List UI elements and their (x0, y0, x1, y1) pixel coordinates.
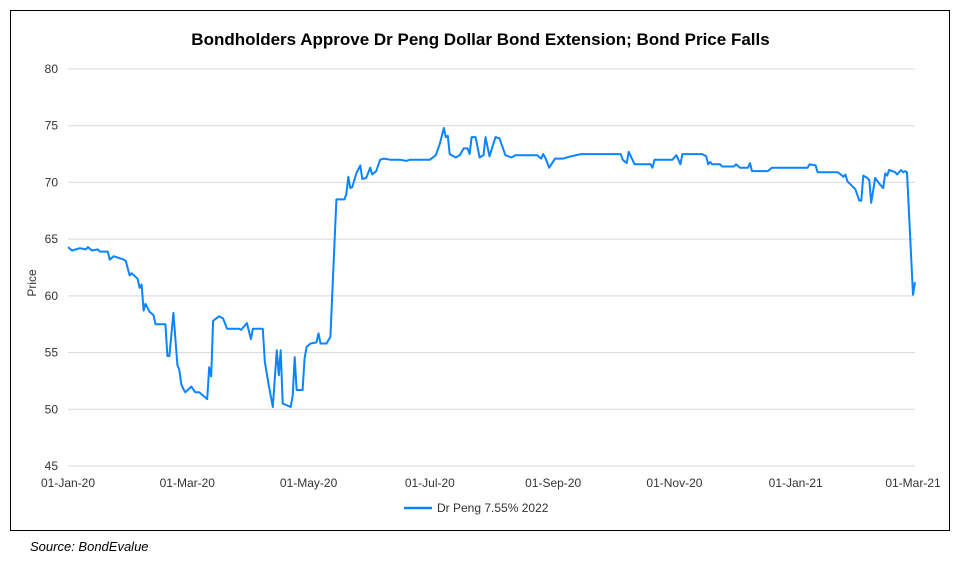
source-note: Source: BondEvalue (30, 539, 149, 554)
chart-frame (10, 10, 950, 531)
y-tick-label: 45 (45, 459, 59, 473)
y-tick-label: 80 (45, 62, 59, 76)
y-tick-label: 70 (45, 175, 59, 189)
y-tick-label: 55 (45, 346, 59, 360)
chart-title: Bondholders Approve Dr Peng Dollar Bond … (191, 30, 770, 49)
y-tick-label: 75 (45, 119, 59, 133)
x-tick-label: 01-Mar-20 (160, 476, 216, 490)
x-tick-label: 01-Sep-20 (525, 476, 581, 490)
y-tick-label: 60 (45, 289, 59, 303)
y-tick-label: 65 (45, 232, 59, 246)
x-tick-label: 01-Jul-20 (405, 476, 455, 490)
legend-label: Dr Peng 7.55% 2022 (437, 501, 549, 515)
x-tick-label: 01-May-20 (280, 476, 338, 490)
x-tick-label: 01-Mar-21 (885, 476, 941, 490)
series-line (67, 127, 916, 408)
x-tick-label: 01-Nov-20 (646, 476, 702, 490)
y-axis-label: Price (25, 269, 39, 297)
x-tick-label: 01-Jan-21 (769, 476, 823, 490)
x-tick-label: 01-Jan-20 (41, 476, 95, 490)
y-tick-label: 50 (45, 402, 59, 416)
legend: Dr Peng 7.55% 2022 (404, 501, 549, 515)
